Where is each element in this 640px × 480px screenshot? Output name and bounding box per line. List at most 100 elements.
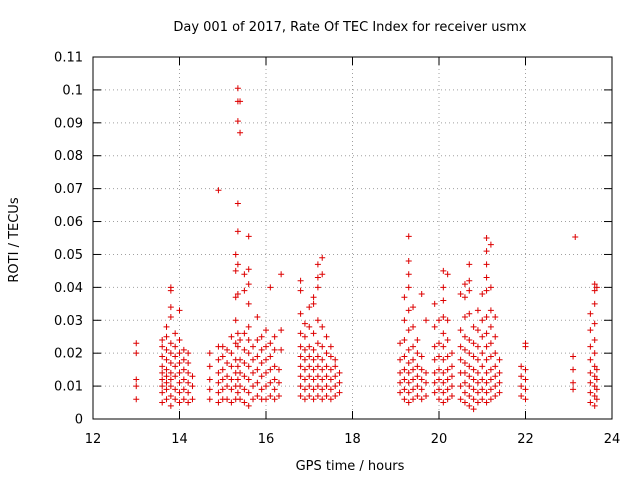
data-point xyxy=(306,373,313,380)
data-point xyxy=(241,360,248,367)
data-point xyxy=(263,343,269,350)
data-point xyxy=(444,366,451,373)
data-point xyxy=(587,343,594,350)
data-point xyxy=(271,346,278,353)
data-point xyxy=(237,369,244,376)
data-point xyxy=(267,353,274,360)
data-point xyxy=(323,383,330,390)
data-point xyxy=(332,383,339,390)
data-point xyxy=(414,363,421,370)
data-point xyxy=(306,353,313,360)
grid-lines xyxy=(93,57,612,419)
data-point xyxy=(245,233,252,240)
data-point xyxy=(466,261,473,268)
data-point xyxy=(301,320,308,327)
data-point xyxy=(587,310,594,317)
y-tick-label: 0 xyxy=(75,413,83,428)
data-point xyxy=(483,379,490,386)
data-point xyxy=(522,396,529,403)
data-point xyxy=(461,294,468,301)
data-point xyxy=(206,363,213,370)
data-point xyxy=(319,254,326,261)
data-point xyxy=(176,337,183,344)
data-point xyxy=(234,118,241,125)
data-point xyxy=(267,379,274,386)
x-tick-label: 14 xyxy=(171,432,188,447)
data-point xyxy=(232,267,239,274)
data-point xyxy=(483,369,490,376)
data-point xyxy=(410,343,417,350)
data-point xyxy=(436,340,442,347)
axis-ticks: 0 0.01 0.02 0.03 0.04 0.05 0.06 0.07 0.08 0.09 0.1… xyxy=(54,51,620,448)
data-point xyxy=(466,363,473,370)
data-point xyxy=(466,277,473,284)
data-point xyxy=(310,386,317,393)
data-point xyxy=(245,266,252,273)
data-point xyxy=(310,366,317,373)
data-point xyxy=(479,363,486,370)
data-point xyxy=(254,366,261,373)
data-point xyxy=(448,383,455,390)
data-point xyxy=(431,343,438,350)
data-point xyxy=(297,363,304,370)
data-point xyxy=(167,392,174,399)
data-point xyxy=(224,373,231,380)
data-point xyxy=(176,379,183,386)
data-point xyxy=(410,396,417,403)
data-point xyxy=(444,353,451,360)
data-point xyxy=(587,389,594,396)
data-point xyxy=(336,379,343,386)
data-point xyxy=(163,356,170,363)
data-point xyxy=(470,386,477,393)
data-point xyxy=(167,350,174,357)
data-point xyxy=(314,392,321,399)
data-point xyxy=(258,373,265,380)
data-point xyxy=(470,396,477,403)
data-point xyxy=(440,297,447,304)
data-point xyxy=(461,379,468,386)
data-point xyxy=(401,396,408,403)
y-tick-label: 0.04 xyxy=(54,281,83,296)
data-point xyxy=(267,366,274,373)
data-point xyxy=(224,396,231,403)
data-point xyxy=(189,373,196,380)
data-point xyxy=(470,366,477,373)
data-point xyxy=(448,350,455,357)
data-point xyxy=(405,307,412,314)
data-point xyxy=(133,396,140,403)
data-point xyxy=(570,353,577,360)
data-point xyxy=(591,320,598,327)
data-point xyxy=(167,313,174,320)
x-axis-label: GPS time / hours xyxy=(296,459,405,474)
data-point xyxy=(314,261,321,268)
data-point xyxy=(310,346,317,353)
data-point xyxy=(410,386,417,393)
data-point xyxy=(591,350,598,357)
data-point xyxy=(423,392,430,399)
data-point xyxy=(271,376,278,383)
data-point xyxy=(327,386,334,393)
data-point xyxy=(301,376,308,383)
data-point xyxy=(267,340,274,347)
data-point xyxy=(306,392,313,399)
data-point xyxy=(457,356,464,363)
data-point xyxy=(297,343,304,350)
data-point xyxy=(591,287,598,294)
data-point xyxy=(163,323,170,330)
data-point xyxy=(176,389,183,396)
data-point xyxy=(405,271,412,278)
data-point xyxy=(297,277,304,284)
data-point xyxy=(487,366,494,373)
data-point xyxy=(241,346,248,353)
chart-title: Day 001 of 2017, Rate Of TEC Index for r… xyxy=(173,20,527,35)
data-point xyxy=(267,392,274,399)
y-axis-label: ROTI / TECUs xyxy=(7,197,22,282)
data-point xyxy=(250,369,257,376)
data-point xyxy=(163,396,170,403)
data-point xyxy=(319,271,326,278)
data-point xyxy=(278,346,285,353)
data-point xyxy=(405,389,412,396)
data-point xyxy=(410,323,417,330)
data-point xyxy=(440,389,447,396)
data-point xyxy=(271,386,278,393)
